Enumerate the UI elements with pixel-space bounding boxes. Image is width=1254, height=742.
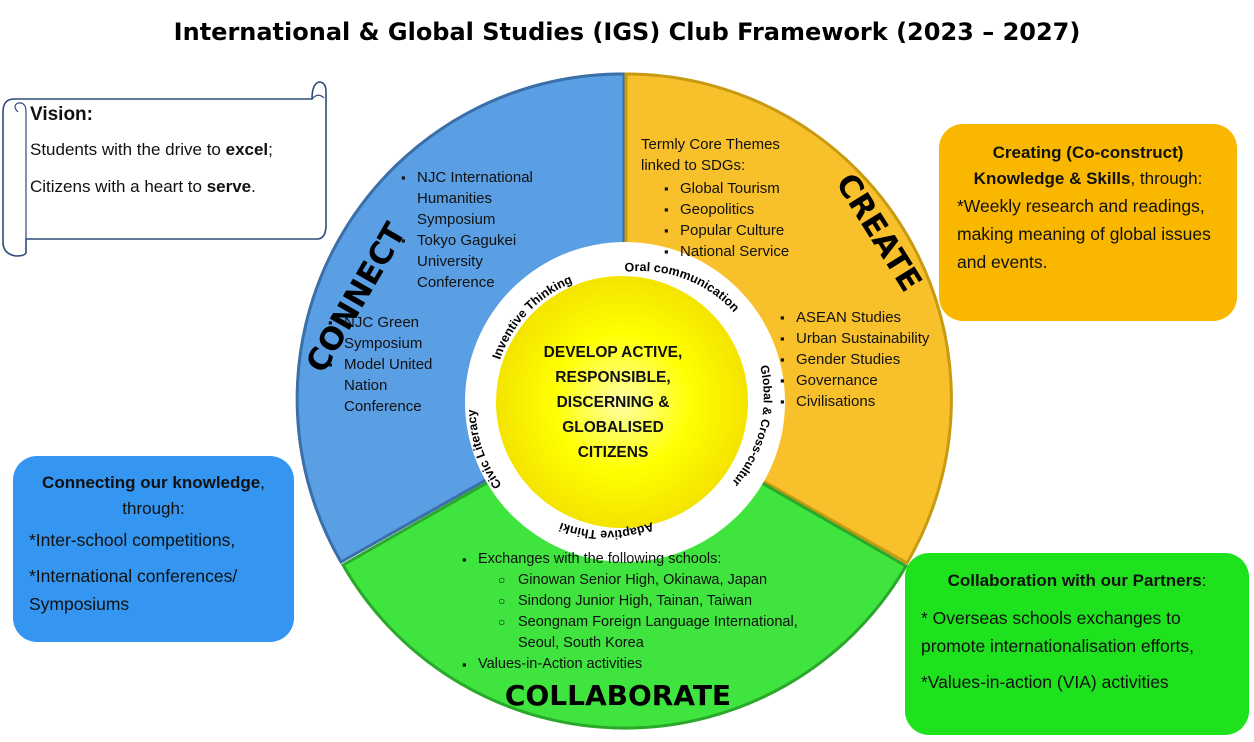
list-item: NJC International Humanities Symposium <box>399 167 549 230</box>
creating-heading-1: Creating (Co-construct) <box>992 143 1184 162</box>
list-item: Values-in-Action activities <box>460 654 830 675</box>
vision-scroll <box>2 81 327 257</box>
list-item: Exchanges with the following schools: <box>460 549 830 570</box>
collaboration-box: Collaboration with our Partners: * Overs… <box>905 553 1249 735</box>
list-item: Model United Nation Conference <box>326 354 466 417</box>
list-item: Seongnam Foreign Language International,… <box>460 612 830 654</box>
creating-box: Creating (Co-construct) Knowledge & Skil… <box>939 124 1237 321</box>
list-item: Ginowan Senior High, Okinawa, Japan <box>460 570 830 591</box>
create-intro: Termly Core Themes linked to SDGs: <box>641 136 780 174</box>
list-item: Sindong Junior High, Tainan, Taiwan <box>460 591 830 612</box>
list-item: Civilisations <box>778 391 943 412</box>
create-studies-list: ASEAN Studies Urban Sustainability Gende… <box>778 307 943 412</box>
list-item: Gender Studies <box>778 349 943 370</box>
list-item: NJC Green Symposium <box>326 312 466 354</box>
list-item: Tokyo Gagukei University Conference <box>399 230 549 293</box>
center-sun <box>496 276 748 528</box>
list-item: Urban Sustainability <box>778 328 943 349</box>
vision-line-2: Citizens with a heart to serve. <box>30 177 256 196</box>
creating-body: *Weekly research and readings, making me… <box>957 196 1211 272</box>
connecting-box: Connecting our knowledge, through: *Inte… <box>13 456 294 642</box>
connecting-body-1: *Inter-school competitions, <box>29 530 236 550</box>
list-item: National Service <box>662 241 832 262</box>
list-item: Global Tourism <box>662 178 832 199</box>
center-statement: DEVELOP ACTIVE, RESPONSIBLE, DISCERNING … <box>543 344 683 461</box>
create-themes-list: Global Tourism Geopolitics Popular Cultu… <box>662 178 832 262</box>
list-item: Governance <box>778 370 943 391</box>
vision-line-1: Students with the drive to excel; <box>30 140 273 159</box>
connecting-body-2: *International conferences/ Symposiums <box>29 566 238 614</box>
collaboration-body-2: *Values-in-action (VIA) activities <box>921 672 1169 692</box>
connecting-heading-2: through: <box>122 499 185 518</box>
connect-list-bottom: NJC Green Symposium Model United Nation … <box>326 312 466 417</box>
page-title: International & Global Studies (IGS) Clu… <box>173 18 1081 46</box>
connect-list-top: NJC International Humanities Symposium T… <box>399 167 549 293</box>
list-item: Geopolitics <box>662 199 832 220</box>
creating-heading-2: Knowledge & Skills, through: <box>973 169 1203 188</box>
vision-heading: Vision: <box>30 104 93 125</box>
list-item: ASEAN Studies <box>778 307 943 328</box>
connecting-heading-1: Connecting our knowledge, <box>42 473 265 492</box>
collaborate-label: COLLABORATE <box>505 679 731 712</box>
collaborate-list: Exchanges with the following schools: Gi… <box>460 549 830 675</box>
collaboration-body-1: * Overseas schools exchanges to promote … <box>921 608 1195 656</box>
vision-panel: Vision: Students with the drive to excel… <box>30 104 320 212</box>
list-item: Popular Culture <box>662 220 832 241</box>
collaboration-heading: Collaboration with our Partners: <box>947 571 1207 590</box>
